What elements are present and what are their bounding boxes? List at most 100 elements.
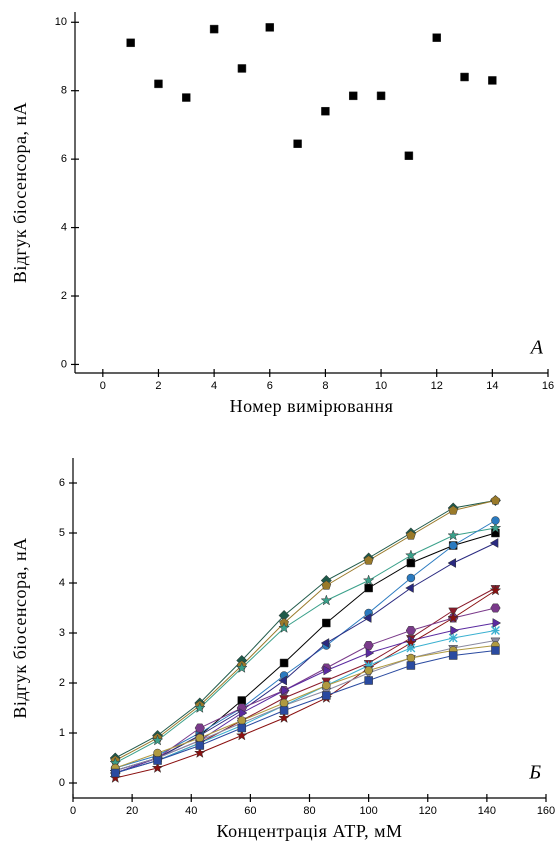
data-point bbox=[237, 696, 247, 705]
data-point bbox=[151, 734, 164, 746]
data-point bbox=[406, 643, 416, 653]
data-point bbox=[406, 558, 416, 568]
data-point bbox=[490, 495, 501, 505]
data-point bbox=[489, 584, 502, 596]
data-point bbox=[364, 676, 373, 685]
data-point bbox=[293, 139, 302, 148]
data-point bbox=[237, 716, 247, 725]
data-point bbox=[209, 24, 219, 34]
y-axis-title: Відгук біосенсора, нА bbox=[10, 537, 30, 718]
x-tick-label: 12 bbox=[431, 380, 443, 392]
data-point bbox=[489, 538, 499, 548]
x-tick-label: 20 bbox=[126, 805, 138, 817]
data-point bbox=[491, 516, 500, 525]
data-point bbox=[448, 505, 459, 515]
series-line bbox=[115, 630, 496, 774]
y-tick-label: 4 bbox=[61, 221, 67, 233]
data-point bbox=[362, 574, 375, 586]
series-line bbox=[115, 500, 496, 761]
data-point bbox=[364, 583, 373, 593]
data-point bbox=[322, 681, 331, 690]
x-tick-label: 4 bbox=[211, 380, 217, 392]
data-point bbox=[154, 79, 163, 89]
data-point bbox=[447, 529, 460, 541]
data-point bbox=[363, 555, 374, 565]
data-point bbox=[320, 638, 330, 648]
data-point bbox=[490, 626, 500, 635]
data-point bbox=[406, 653, 416, 663]
x-tick-label: 60 bbox=[244, 805, 256, 817]
data-point bbox=[235, 729, 248, 741]
data-point bbox=[364, 661, 374, 670]
series-line bbox=[115, 650, 496, 774]
y-tick-label: 0 bbox=[61, 358, 67, 370]
data-point bbox=[460, 72, 469, 82]
data-point bbox=[321, 580, 332, 590]
data-point bbox=[193, 746, 206, 758]
data-point bbox=[448, 607, 459, 617]
data-point bbox=[195, 733, 205, 743]
data-point bbox=[237, 723, 247, 733]
data-point bbox=[488, 76, 497, 85]
data-point bbox=[489, 521, 502, 533]
x-tick-label: 100 bbox=[359, 805, 377, 817]
data-point bbox=[450, 625, 459, 636]
data-point bbox=[364, 666, 373, 675]
data-point bbox=[238, 708, 248, 718]
x-tick-label: 40 bbox=[185, 805, 197, 817]
x-axis-title: Концентрація АТР, мМ bbox=[216, 821, 402, 841]
series-line bbox=[115, 640, 496, 771]
y-tick-label: 10 bbox=[55, 16, 67, 28]
data-point bbox=[447, 611, 460, 623]
panel-label: А bbox=[529, 337, 544, 359]
data-point bbox=[362, 613, 372, 623]
y-axis-title: Відгук біосенсора, нА bbox=[10, 102, 30, 283]
y-tick-label: 0 bbox=[59, 777, 65, 789]
data-point bbox=[151, 761, 164, 773]
y-tick-label: 8 bbox=[61, 85, 67, 97]
data-point bbox=[348, 91, 358, 101]
data-point bbox=[491, 646, 500, 655]
y-tick-label: 2 bbox=[61, 290, 67, 302]
x-tick-label: 10 bbox=[375, 380, 387, 392]
data-point bbox=[492, 618, 502, 628]
data-point bbox=[153, 756, 162, 765]
data-point bbox=[365, 648, 375, 658]
series-line bbox=[115, 520, 496, 769]
data-point bbox=[194, 723, 205, 733]
series-line bbox=[115, 542, 496, 771]
x-tick-label: 80 bbox=[303, 805, 315, 817]
data-point bbox=[405, 626, 416, 635]
data-point bbox=[279, 706, 289, 715]
data-point bbox=[322, 691, 331, 700]
y-tick-label: 5 bbox=[59, 527, 65, 539]
data-point bbox=[405, 549, 417, 561]
data-point bbox=[321, 106, 330, 116]
x-axis-title: Номер вимірювання bbox=[230, 396, 394, 416]
series-line bbox=[115, 590, 496, 779]
y-tick-label: 3 bbox=[59, 627, 65, 639]
data-point bbox=[182, 93, 191, 102]
data-point bbox=[111, 768, 120, 778]
data-point bbox=[153, 748, 162, 758]
y-tick-label: 6 bbox=[59, 477, 65, 489]
x-tick-label: 120 bbox=[419, 805, 437, 817]
data-point bbox=[235, 661, 248, 673]
series-line bbox=[115, 645, 496, 769]
data-point bbox=[405, 583, 414, 593]
x-tick-label: 6 bbox=[267, 380, 273, 392]
data-point bbox=[448, 541, 458, 550]
data-point bbox=[126, 38, 135, 48]
x-tick-label: 0 bbox=[100, 380, 106, 392]
data-point bbox=[406, 573, 416, 583]
panel-label: Б bbox=[528, 762, 541, 784]
data-point bbox=[322, 618, 331, 628]
data-point bbox=[278, 621, 290, 633]
data-point bbox=[193, 701, 206, 713]
data-point bbox=[406, 530, 416, 540]
x-tick-label: 160 bbox=[537, 805, 555, 817]
data-point bbox=[279, 698, 289, 708]
data-point bbox=[490, 603, 501, 613]
y-tick-label: 1 bbox=[59, 727, 65, 739]
